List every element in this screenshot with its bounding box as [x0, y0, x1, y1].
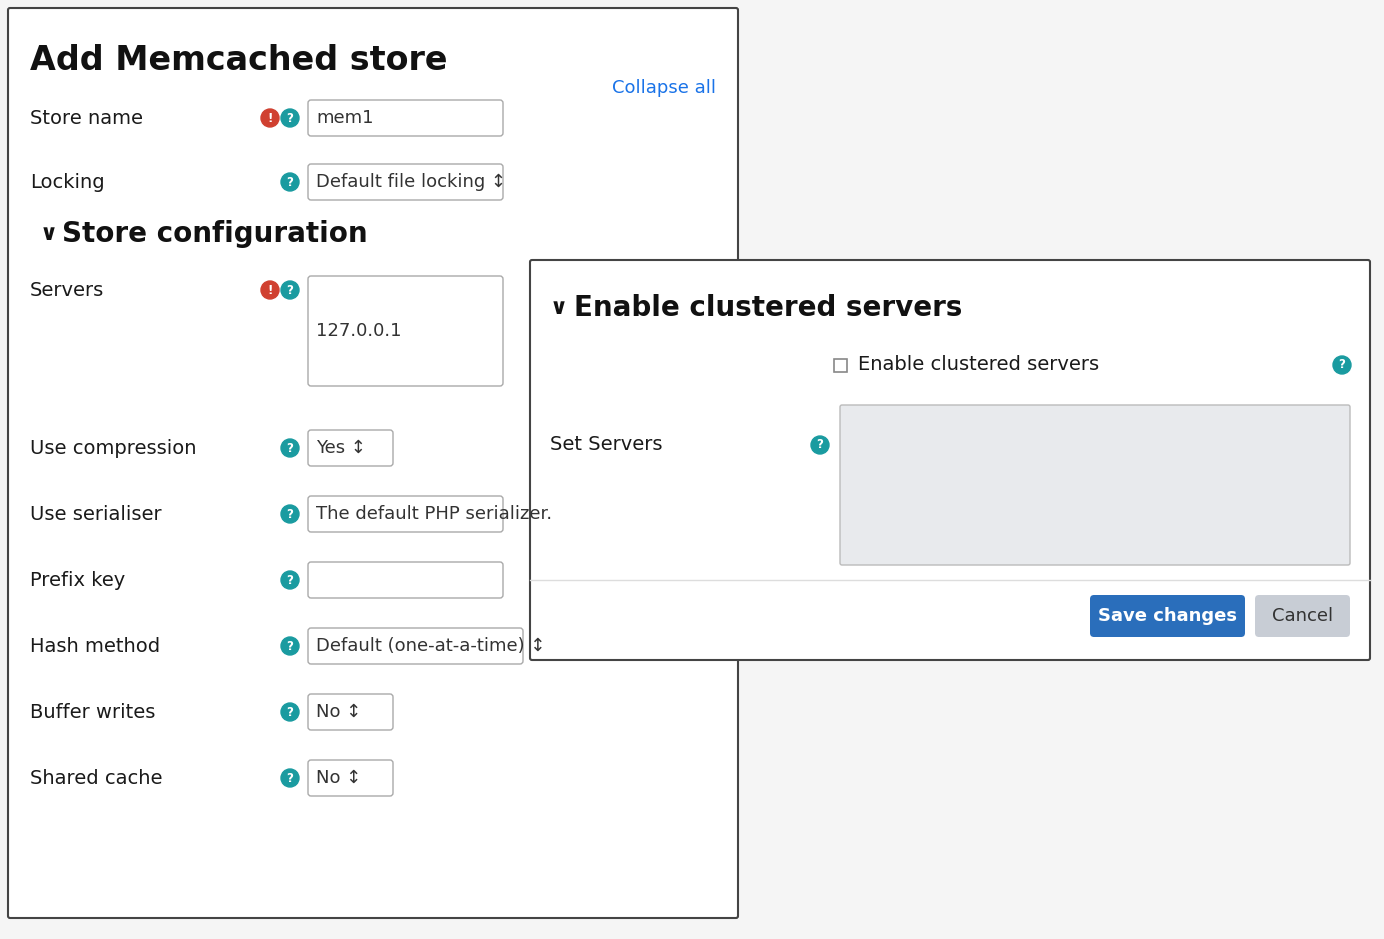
Text: Enable clustered servers: Enable clustered servers: [574, 294, 962, 322]
Text: Store configuration: Store configuration: [62, 220, 368, 248]
Text: Save changes: Save changes: [1098, 607, 1237, 625]
FancyBboxPatch shape: [309, 694, 393, 730]
Text: The default PHP serializer.: The default PHP serializer.: [316, 505, 552, 523]
Text: No ↕: No ↕: [316, 769, 361, 787]
Circle shape: [262, 109, 280, 127]
Circle shape: [281, 281, 299, 299]
Text: !: !: [267, 112, 273, 125]
Text: mem1: mem1: [316, 109, 374, 127]
Text: Yes ↕: Yes ↕: [316, 439, 365, 457]
Text: Add Memcached store: Add Memcached store: [30, 43, 447, 76]
Text: Set Servers: Set Servers: [549, 436, 663, 454]
Text: ∨: ∨: [549, 298, 567, 318]
Text: ?: ?: [286, 112, 293, 125]
Circle shape: [811, 436, 829, 454]
Text: Enable clustered servers: Enable clustered servers: [858, 356, 1099, 375]
FancyBboxPatch shape: [309, 164, 502, 200]
FancyBboxPatch shape: [833, 359, 847, 372]
Text: ?: ?: [286, 441, 293, 454]
Text: ?: ?: [286, 507, 293, 520]
FancyBboxPatch shape: [840, 405, 1349, 565]
Text: Prefix key: Prefix key: [30, 571, 125, 590]
FancyBboxPatch shape: [309, 430, 393, 466]
Text: Default (one-at-a-time) ↕: Default (one-at-a-time) ↕: [316, 637, 545, 655]
FancyBboxPatch shape: [530, 260, 1370, 660]
Text: ?: ?: [286, 284, 293, 297]
Text: ?: ?: [817, 439, 823, 452]
FancyBboxPatch shape: [1091, 595, 1246, 637]
Text: Default file locking ↕: Default file locking ↕: [316, 173, 507, 191]
Text: ?: ?: [1338, 359, 1345, 372]
Circle shape: [281, 571, 299, 589]
Circle shape: [1333, 356, 1351, 374]
FancyBboxPatch shape: [1255, 595, 1349, 637]
Circle shape: [281, 769, 299, 787]
Circle shape: [262, 281, 280, 299]
Circle shape: [281, 173, 299, 191]
FancyBboxPatch shape: [309, 760, 393, 796]
Text: ?: ?: [286, 574, 293, 587]
Text: ?: ?: [286, 639, 293, 653]
Circle shape: [281, 637, 299, 655]
Text: Shared cache: Shared cache: [30, 768, 162, 788]
FancyBboxPatch shape: [8, 8, 738, 918]
Text: Buffer writes: Buffer writes: [30, 702, 155, 721]
Text: !: !: [267, 284, 273, 297]
Text: Cancel: Cancel: [1272, 607, 1333, 625]
Text: No ↕: No ↕: [316, 703, 361, 721]
Circle shape: [281, 505, 299, 523]
Text: Store name: Store name: [30, 109, 143, 128]
Circle shape: [281, 109, 299, 127]
FancyBboxPatch shape: [309, 562, 502, 598]
Text: ?: ?: [286, 772, 293, 784]
Text: Use serialiser: Use serialiser: [30, 504, 162, 524]
FancyBboxPatch shape: [309, 100, 502, 136]
FancyBboxPatch shape: [309, 628, 523, 664]
Circle shape: [281, 703, 299, 721]
Text: Use compression: Use compression: [30, 439, 197, 457]
FancyBboxPatch shape: [309, 496, 502, 532]
Text: 127.0.0.1: 127.0.0.1: [316, 322, 401, 340]
Text: ?: ?: [286, 176, 293, 189]
Text: ?: ?: [286, 705, 293, 718]
Text: Servers: Servers: [30, 281, 104, 300]
Text: Collapse all: Collapse all: [612, 79, 716, 97]
Circle shape: [281, 439, 299, 457]
Text: ∨: ∨: [40, 224, 58, 244]
FancyBboxPatch shape: [309, 276, 502, 386]
Text: Locking: Locking: [30, 173, 105, 192]
Text: Hash method: Hash method: [30, 637, 161, 655]
